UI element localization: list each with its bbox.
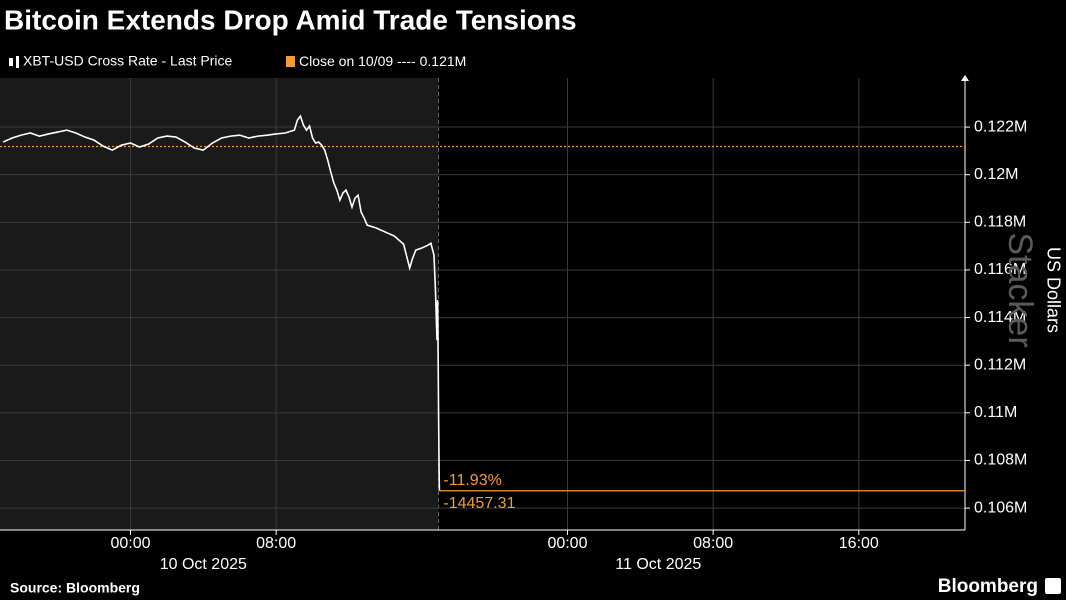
x-group-label: 10 Oct 2025 bbox=[160, 556, 247, 573]
y-axis-title: US Dollars bbox=[1043, 247, 1063, 333]
change-abs: -14457.31 bbox=[443, 495, 515, 512]
x-tick-label: 08:00 bbox=[693, 535, 733, 552]
y-tick-label: 0.118M bbox=[974, 214, 1026, 231]
x-group-label: 11 Oct 2025 bbox=[615, 556, 701, 573]
x-tick-label: 00:00 bbox=[547, 535, 587, 552]
watermark: Stacker bbox=[1001, 232, 1039, 347]
y-tick-label: 0.106M bbox=[974, 499, 1027, 516]
source: Source: Bloomberg bbox=[10, 580, 140, 596]
y-tick-label: 0.122M bbox=[974, 118, 1027, 135]
brand-icon bbox=[1045, 578, 1061, 594]
y-tick-label: 0.114M bbox=[974, 309, 1026, 326]
x-tick-label: 08:00 bbox=[256, 535, 296, 552]
legend-swatch bbox=[286, 56, 295, 67]
y-tick-label: 0.116M bbox=[974, 261, 1026, 278]
legend-value: 0.121M bbox=[420, 53, 467, 69]
y-tick-label: 0.108M bbox=[974, 452, 1027, 469]
y-tick-label: 0.12M bbox=[974, 166, 1018, 183]
legend-swatch bbox=[16, 56, 19, 68]
legend-label: Close on 10/09 ---- 0.121M bbox=[299, 53, 466, 69]
legend-label: XBT-USD Cross Rate - Last Price bbox=[23, 53, 232, 69]
price-line bbox=[2, 114, 441, 491]
y-axis-arrow bbox=[961, 75, 969, 81]
brand: Bloomberg bbox=[938, 576, 1038, 597]
legend-swatch bbox=[9, 58, 13, 66]
change-pct: -11.93% bbox=[443, 472, 501, 489]
x-tick-label: 00:00 bbox=[110, 535, 150, 552]
legend-name: Close on 10/09 ---- bbox=[299, 53, 416, 69]
chart-title: Bitcoin Extends Drop Amid Trade Tensions bbox=[4, 4, 577, 35]
plot-shade bbox=[0, 78, 439, 530]
y-tick-label: 0.112M bbox=[974, 356, 1026, 373]
y-tick-label: 0.11M bbox=[974, 404, 1017, 421]
x-tick-label: 16:00 bbox=[839, 535, 879, 552]
